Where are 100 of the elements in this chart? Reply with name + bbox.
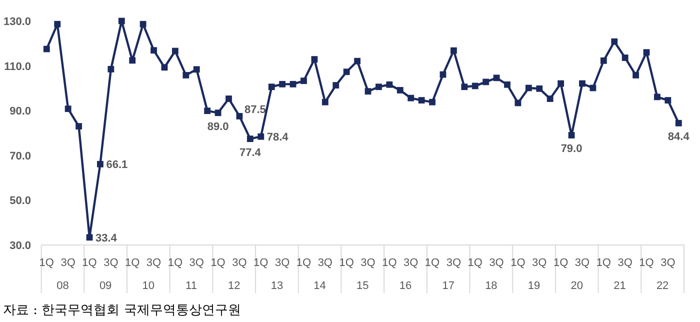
point [64,106,72,112]
x-tick-label: 1Q [125,257,140,269]
point [418,97,425,104]
x-tick-label: 1Q [510,257,526,269]
x-tick-label: 1Q [296,257,312,269]
point [140,20,146,28]
text: 14 [314,280,326,292]
point [546,96,554,102]
x-tick-label: 3Q [60,257,76,269]
x-tick-label: 3Q [232,257,248,269]
point [150,47,157,54]
text: 12 [228,280,240,292]
x-tick-label: 3Q [660,257,676,269]
point [450,47,457,54]
x-tick-label: 3Q [104,257,119,269]
text: 21 [614,280,626,292]
x-tick-label: 3Q [274,257,290,269]
text: 19 [528,280,540,292]
text: 15 [356,280,369,292]
x-tick-label: 3Q [146,257,162,269]
point [632,72,639,78]
point [493,74,500,82]
data-label: 66.1 [106,159,128,172]
point [504,81,510,88]
point [236,113,243,120]
point [600,57,607,64]
x-tick-label: 1Q [339,257,354,269]
y-tick-label: 30.0 [10,240,31,252]
point [322,98,328,106]
x-tick-label: 1Q [424,257,440,269]
point [579,80,586,87]
point [226,96,232,102]
point [97,160,104,168]
point [300,78,307,84]
point [364,88,372,95]
point [472,82,478,90]
point [408,94,414,102]
y-tick-label: 130.0 [3,16,31,28]
text: 자료 : 한국무역협회 국제무역통상연구원 [3,303,241,318]
point [268,84,275,90]
x-tick-label: 1Q [254,257,269,269]
text: 16 [399,280,412,292]
text: 11 [186,280,197,292]
point [108,66,114,72]
point [643,49,650,56]
point [86,234,93,241]
point [214,110,222,116]
text: 10 [142,280,155,292]
x-tick-label: 1Q [82,257,98,269]
point [354,58,360,64]
x-tick-label: 3Q [318,257,333,269]
point [611,38,618,45]
point [654,94,660,100]
point [246,136,254,142]
point [332,82,340,88]
x-tick-label: 3Q [189,257,204,269]
y-tick-label: 90.0 [10,106,31,118]
point [161,64,168,71]
x-tick-label: 1Q [39,257,54,269]
x-tick-label: 3Q [489,257,504,269]
point [182,72,190,78]
y-tick-label: 110.0 [4,60,31,73]
point [376,84,382,90]
x-tick-label: 3Q [404,257,419,269]
data-label: 77.4 [239,146,262,159]
x-tick-label: 1Q [468,257,483,269]
point [396,87,404,94]
point [258,133,264,140]
text: 18 [485,280,498,292]
text: 08 [56,280,69,292]
point [279,80,286,88]
point [343,68,350,76]
data-label: 78.4 [266,132,290,144]
data-label: 79.0 [560,143,582,156]
point [664,97,672,104]
point [525,84,532,92]
point [43,46,50,52]
point [129,57,136,64]
point [622,54,628,61]
point [536,85,543,92]
y-tick-label: 50.0 [10,195,31,208]
point [193,66,200,73]
x-tick-label: 1Q [168,257,183,269]
x-tick-label: 3Q [446,257,462,269]
point [461,84,468,90]
point [675,120,682,126]
x-tick-label: 1Q [596,257,612,269]
point [568,132,575,138]
point [76,123,82,130]
point [290,80,296,88]
x-tick-label: 3Q [574,257,590,269]
x-tick-label: 3Q [532,257,548,269]
text: 09 [99,280,112,292]
x-tick-label: 3Q [360,257,376,269]
point [311,56,318,63]
point [386,81,393,88]
point [118,18,125,24]
x-tick-label: 1Q [210,257,226,269]
point [558,80,564,87]
data-label: 33.4 [96,232,118,244]
